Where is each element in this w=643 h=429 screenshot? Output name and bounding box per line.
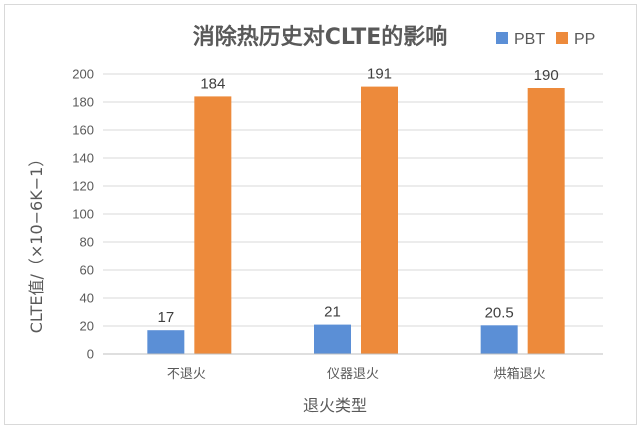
y-axis-ticks: 0 20 40 60 80 100 120 140 160 180 200 <box>72 67 94 362</box>
legend: PBT PP <box>496 31 595 48</box>
gridlines <box>103 73 603 327</box>
y-tick-label: 80 <box>80 235 94 250</box>
y-tick-label: 20 <box>80 319 94 334</box>
legend-swatch-pp <box>556 32 568 44</box>
y-tick-label: 160 <box>72 123 94 138</box>
data-label-pbt-3: 20.5 <box>485 304 514 321</box>
y-axis-label: CLTE值/（×10−6K−1） <box>27 151 46 334</box>
y-tick-label: 200 <box>72 67 94 82</box>
data-labels: 17 21 20.5 184 191 190 <box>157 66 558 327</box>
data-label-pbt-1: 17 <box>157 309 174 326</box>
x-axis-label: 退火类型 <box>303 396 367 415</box>
bar-pp-2 <box>361 86 398 354</box>
y-tick-label: 100 <box>72 207 94 222</box>
x-category-label: 仪器退火 <box>327 367 379 382</box>
data-label-pp-2: 191 <box>367 66 392 83</box>
data-label-pp-3: 190 <box>534 67 559 84</box>
bar-pp-3 <box>527 88 565 354</box>
y-tick-label: 140 <box>72 151 94 166</box>
x-category-label: 不退火 <box>167 367 206 382</box>
y-tick-label: 120 <box>72 179 94 194</box>
x-axis-categories: 不退火 仪器退火 烘箱退火 <box>167 366 546 382</box>
bar-pp-1 <box>194 96 232 355</box>
y-tick-label: 60 <box>80 263 94 278</box>
data-label-pbt-2: 21 <box>324 304 341 321</box>
chart-title: 消除热历史对CLTE的影响 <box>193 24 448 50</box>
y-tick-label: 40 <box>80 291 94 306</box>
legend-swatch-pbt <box>496 32 508 44</box>
bar-pbt-2 <box>314 324 351 354</box>
data-label-pp-1: 184 <box>200 75 225 92</box>
bar-pbt-3 <box>480 325 518 354</box>
y-tick-label: 180 <box>72 95 94 110</box>
bar-pbt-1 <box>147 330 185 354</box>
legend-label-pp: PP <box>574 31 595 48</box>
bars <box>147 86 565 355</box>
y-tick-label: 0 <box>87 347 94 362</box>
legend-label-pbt: PBT <box>514 31 545 48</box>
x-category-label: 烘箱退火 <box>494 366 546 382</box>
